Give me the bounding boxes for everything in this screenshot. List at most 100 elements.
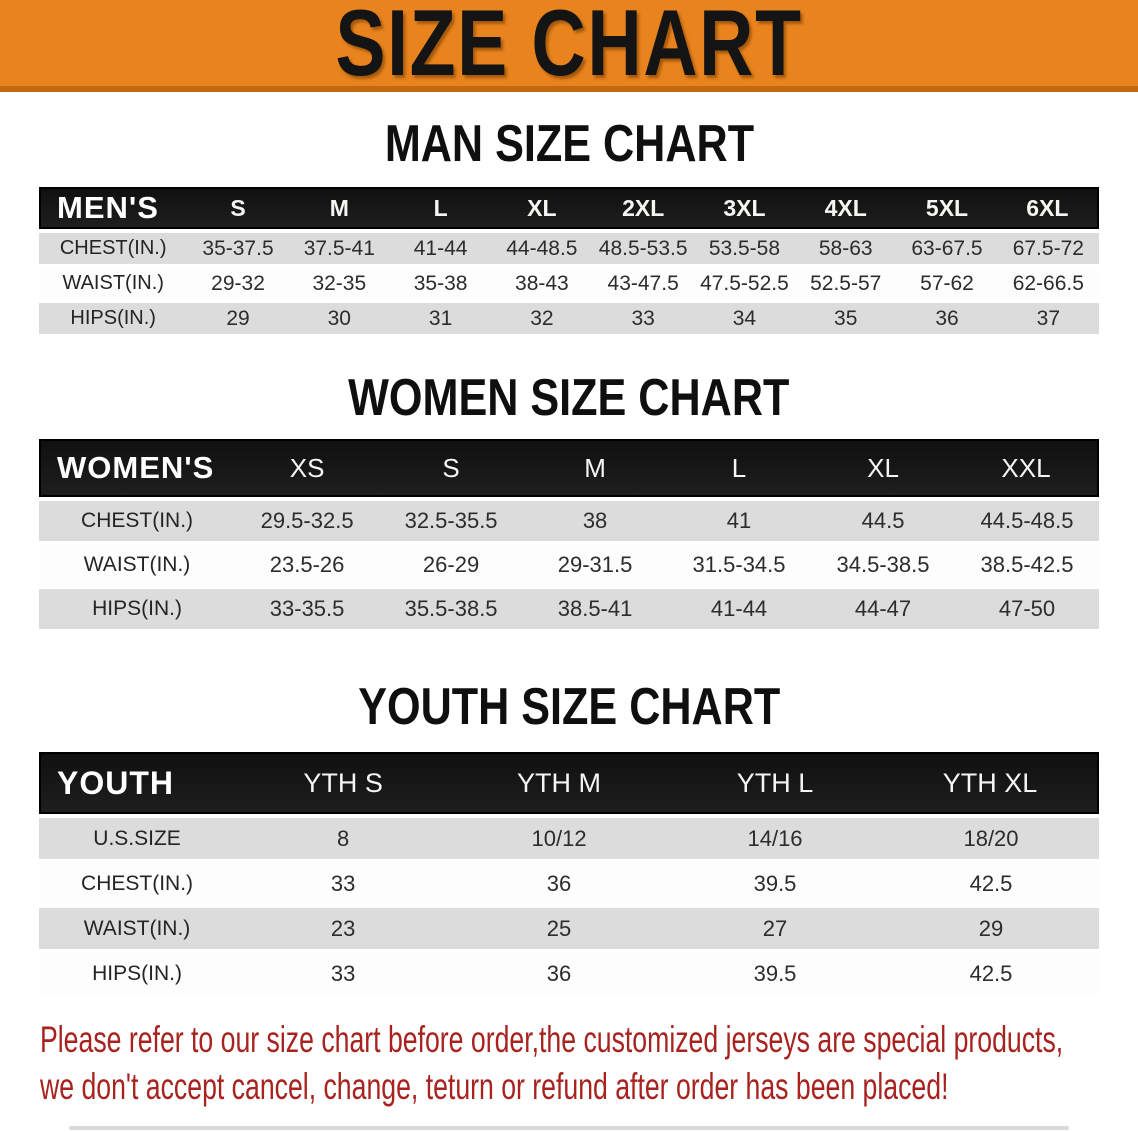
youth-table-title: YOUTH: [39, 752, 236, 815]
column-header: YTH S: [235, 752, 452, 815]
row-label: HIPS(IN.): [39, 303, 188, 335]
table-row: WAIST(IN.) 23.5-26 26-29 29-31.5 31.5-34…: [39, 545, 1099, 586]
size-cell: 36: [451, 863, 668, 905]
size-cell: 62-66.5: [997, 268, 1099, 300]
size-cell: 32: [491, 303, 593, 335]
size-cell: 27: [667, 908, 883, 950]
table-row: WAIST(IN.) 29-32 32-35 35-38 38-43 43-47…: [39, 268, 1099, 300]
size-cell: 43-47.5: [592, 268, 694, 300]
size-cell: 67.5-72: [997, 233, 1099, 265]
size-cell: 23.5-26: [235, 545, 380, 586]
size-cell: 29.5-32.5: [235, 501, 380, 542]
row-label: WAIST(IN.): [39, 268, 188, 300]
size-cell: 42.5: [883, 953, 1099, 995]
column-header: L: [667, 439, 812, 498]
table-row: WAIST(IN.) 23 25 27 29: [39, 908, 1099, 950]
size-cell: 35-37.5: [187, 233, 289, 265]
size-cell: 42.5: [883, 863, 1099, 905]
size-cell: 18/20: [883, 818, 1099, 860]
size-cell: 35: [795, 303, 897, 335]
size-cell: 34.5-38.5: [811, 545, 956, 586]
size-cell: 38-43: [491, 268, 593, 300]
size-cell: 63-67.5: [896, 233, 998, 265]
men-table-header-row: MEN'S S M L XL 2XL 3XL 4XL 5XL 6XL: [39, 187, 1099, 230]
women-section-heading: WOMEN SIZE CHART: [348, 369, 790, 428]
table-row: HIPS(IN.) 33-35.5 35.5-38.5 38.5-41 41-4…: [39, 589, 1099, 630]
column-header: L: [389, 187, 492, 230]
size-cell: 31: [389, 303, 492, 335]
size-cell: 44-48.5: [491, 233, 593, 265]
size-cell: 33: [235, 863, 452, 905]
row-label: CHEST(IN.): [39, 863, 236, 905]
women-table-header-row: WOMEN'S XS S M L XL XXL: [39, 439, 1099, 498]
size-cell: 57-62: [896, 268, 998, 300]
row-label: HIPS(IN.): [39, 589, 236, 630]
column-header: XXL: [955, 439, 1099, 498]
size-chart-banner: SIZE CHART: [0, 0, 1138, 92]
size-cell: 44.5-48.5: [955, 501, 1099, 542]
column-header: 5XL: [896, 187, 998, 230]
column-header: XS: [235, 439, 380, 498]
size-cell: 10/12: [451, 818, 668, 860]
table-row: HIPS(IN.) 29 30 31 32 33 34 35 36 37: [39, 303, 1099, 335]
women-size-table: WOMEN'S XS S M L XL XXL CHEST(IN.) 29.5-…: [39, 435, 1099, 633]
column-header: 6XL: [997, 187, 1099, 230]
row-label: CHEST(IN.): [39, 501, 236, 542]
size-cell: 31.5-34.5: [667, 545, 812, 586]
size-cell: 30: [288, 303, 390, 335]
size-cell: 38: [523, 501, 668, 542]
column-header: S: [379, 439, 524, 498]
size-cell: 39.5: [667, 953, 883, 995]
youth-table-header-row: YOUTH YTH S YTH M YTH L YTH XL: [39, 752, 1099, 815]
size-cell: 33-35.5: [235, 589, 380, 630]
column-header: YTH L: [667, 752, 883, 815]
size-cell: 25: [451, 908, 668, 950]
women-table-title: WOMEN'S: [39, 439, 236, 498]
size-cell: 29: [187, 303, 289, 335]
size-cell: 14/16: [667, 818, 883, 860]
size-cell: 34: [693, 303, 796, 335]
column-header: YTH XL: [883, 752, 1099, 815]
size-cell: 29-31.5: [523, 545, 668, 586]
men-section-heading: MAN SIZE CHART: [384, 115, 754, 173]
size-cell: 36: [896, 303, 998, 335]
row-label: WAIST(IN.): [39, 545, 236, 586]
column-header: 3XL: [693, 187, 796, 230]
size-cell: 44-47: [811, 589, 956, 630]
size-cell: 23: [235, 908, 452, 950]
size-cell: 36: [451, 953, 668, 995]
column-header: S: [187, 187, 289, 230]
size-cell: 38.5-41: [523, 589, 668, 630]
size-cell: 52.5-57: [795, 268, 897, 300]
men-table-title: MEN'S: [39, 187, 188, 230]
size-cell: 35.5-38.5: [379, 589, 524, 630]
column-header: M: [523, 439, 668, 498]
column-header: 2XL: [592, 187, 694, 230]
youth-section-heading: YOUTH SIZE CHART: [357, 678, 781, 737]
size-cell: 33: [235, 953, 452, 995]
size-cell: 41-44: [389, 233, 492, 265]
row-label: HIPS(IN.): [39, 953, 236, 995]
size-cell: 32.5-35.5: [379, 501, 524, 542]
table-row: HIPS(IN.) 33 36 39.5 42.5: [39, 953, 1099, 995]
size-cell: 58-63: [795, 233, 897, 265]
size-cell: 53.5-58: [693, 233, 796, 265]
size-cell: 48.5-53.5: [592, 233, 694, 265]
banner-title: SIZE CHART: [335, 0, 803, 96]
size-cell: 47-50: [955, 589, 1099, 630]
size-cell: 41: [667, 501, 812, 542]
column-header: XL: [491, 187, 593, 230]
size-cell: 37.5-41: [288, 233, 390, 265]
size-cell: 47.5-52.5: [693, 268, 796, 300]
row-label: WAIST(IN.): [39, 908, 236, 950]
men-size-table: MEN'S S M L XL 2XL 3XL 4XL 5XL 6XL CHEST…: [39, 183, 1099, 338]
notice-line-2: we don't accept cancel, change, teturn o…: [40, 1066, 949, 1108]
row-label: U.S.SIZE: [39, 818, 236, 860]
size-cell: 38.5-42.5: [955, 545, 1099, 586]
size-cell: 33: [592, 303, 694, 335]
table-row: U.S.SIZE 8 10/12 14/16 18/20: [39, 818, 1099, 860]
table-row: CHEST(IN.) 33 36 39.5 42.5: [39, 863, 1099, 905]
size-cell: 8: [235, 818, 452, 860]
size-cell: 41-44: [667, 589, 812, 630]
size-cell: 32-35: [288, 268, 390, 300]
